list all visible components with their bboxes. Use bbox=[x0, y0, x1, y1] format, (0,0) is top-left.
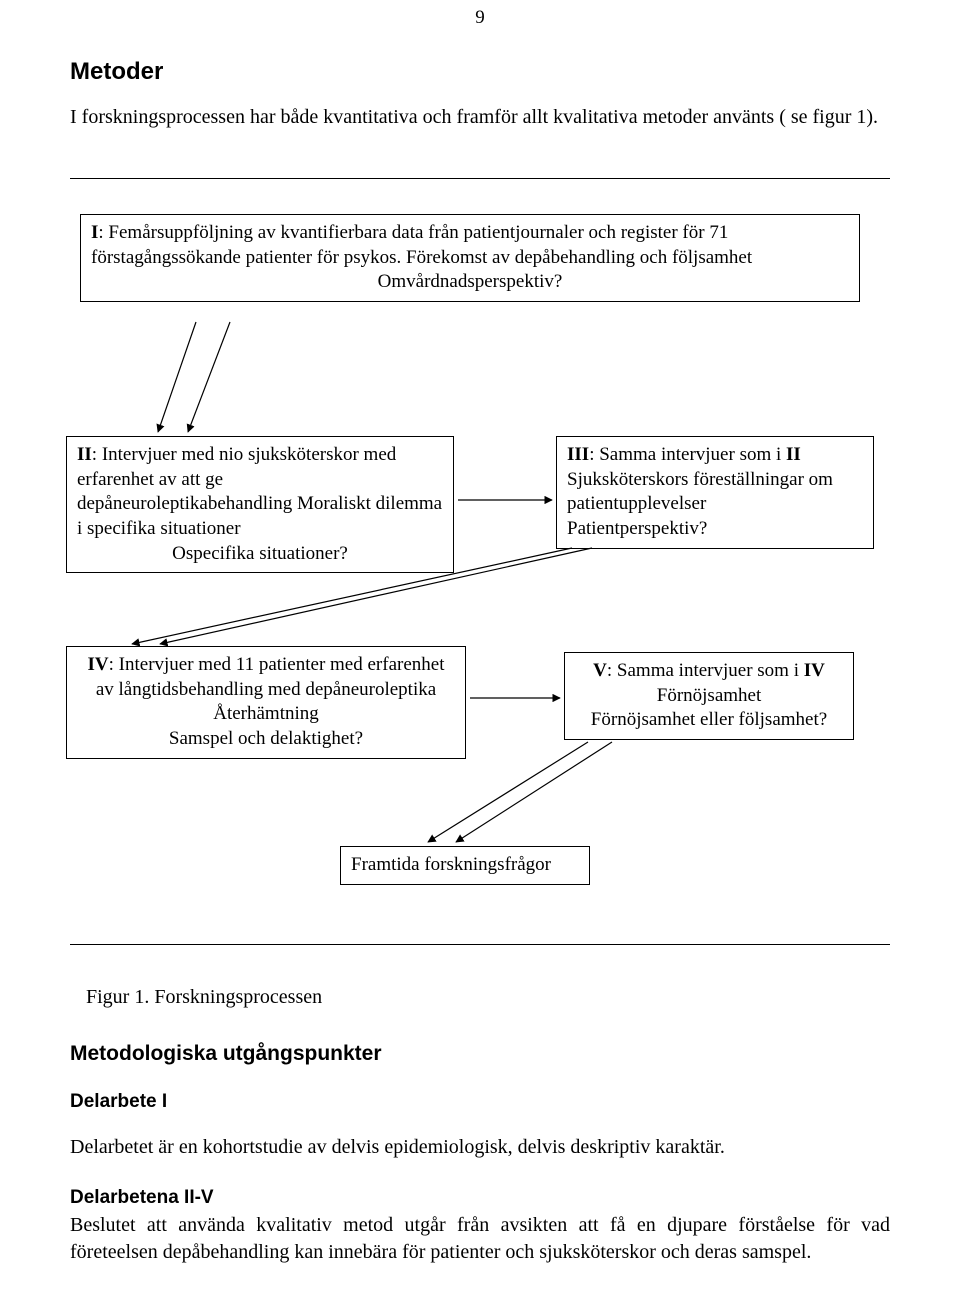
node-V-text: Förnöjsamhet bbox=[657, 685, 762, 706]
node-V-tail: Förnöjsamhet eller följsamhet? bbox=[591, 709, 827, 730]
node-III-text: Sjuksköterskors föreställningar om patie… bbox=[567, 469, 833, 515]
node-V-pre: : Samma intervjuer som i bbox=[607, 660, 804, 681]
node-IV-tail: Samspel och delaktighet? bbox=[169, 728, 363, 749]
figure-caption: Figur 1. Forskningsprocessen bbox=[86, 984, 322, 1010]
flow-node-II: II: Intervjuer med nio sjuksköterskor me… bbox=[66, 436, 454, 573]
flow-node-V: V: Samma intervjuer som i IV Förnöjsamhe… bbox=[564, 652, 854, 740]
page-number: 9 bbox=[0, 6, 960, 31]
divider-top bbox=[70, 178, 890, 179]
page: 9 Metoder I forskningsprocessen har både… bbox=[0, 0, 960, 1298]
node-II-tail: Ospecifika situationer? bbox=[77, 542, 443, 567]
roman-III-ref: II bbox=[786, 444, 801, 465]
flow-node-IV: IV: Intervjuer med 11 patienter med erfa… bbox=[66, 646, 466, 759]
flow-node-III: III: Samma intervjuer som i II Sjuksköte… bbox=[556, 436, 874, 549]
roman-V: V bbox=[593, 660, 607, 681]
roman-II: II bbox=[77, 444, 92, 465]
para-del2: Beslutet att använda kvalitativ metod ut… bbox=[70, 1212, 890, 1266]
para-del1: Delarbetet är en kohortstudie av delvis … bbox=[70, 1134, 890, 1161]
section-title: Metoder bbox=[70, 56, 163, 87]
subheading-del2: Delarbetena II-V bbox=[70, 1186, 214, 1211]
roman-IV: IV bbox=[88, 654, 109, 675]
node-F-text: Framtida forskningsfrågor bbox=[351, 854, 551, 875]
flow-node-future: Framtida forskningsfrågor bbox=[340, 846, 590, 885]
subheading-del1: Delarbete I bbox=[70, 1090, 167, 1115]
flow-node-I: I: Femårsuppföljning av kvantifierbara d… bbox=[80, 214, 860, 302]
node-IV-text: : Intervjuer med 11 patienter med erfare… bbox=[96, 654, 445, 724]
roman-V-ref: IV bbox=[804, 660, 825, 681]
node-I-tail: Omvårdnadsperspektiv? bbox=[91, 270, 849, 295]
node-I-text: : Femårsuppföljning av kvantifierbara da… bbox=[91, 222, 752, 268]
divider-bottom bbox=[70, 944, 890, 945]
subheading-metod: Metodologiska utgångspunkter bbox=[70, 1040, 382, 1067]
node-II-text: : Intervjuer med nio sjuksköterskor med … bbox=[77, 444, 442, 539]
intro-paragraph: I forskningsprocessen har både kvantitat… bbox=[70, 104, 890, 131]
node-III-tail: Patientperspektiv? bbox=[567, 518, 707, 539]
node-III-pre: : Samma intervjuer som i bbox=[589, 444, 786, 465]
roman-III: III bbox=[567, 444, 589, 465]
